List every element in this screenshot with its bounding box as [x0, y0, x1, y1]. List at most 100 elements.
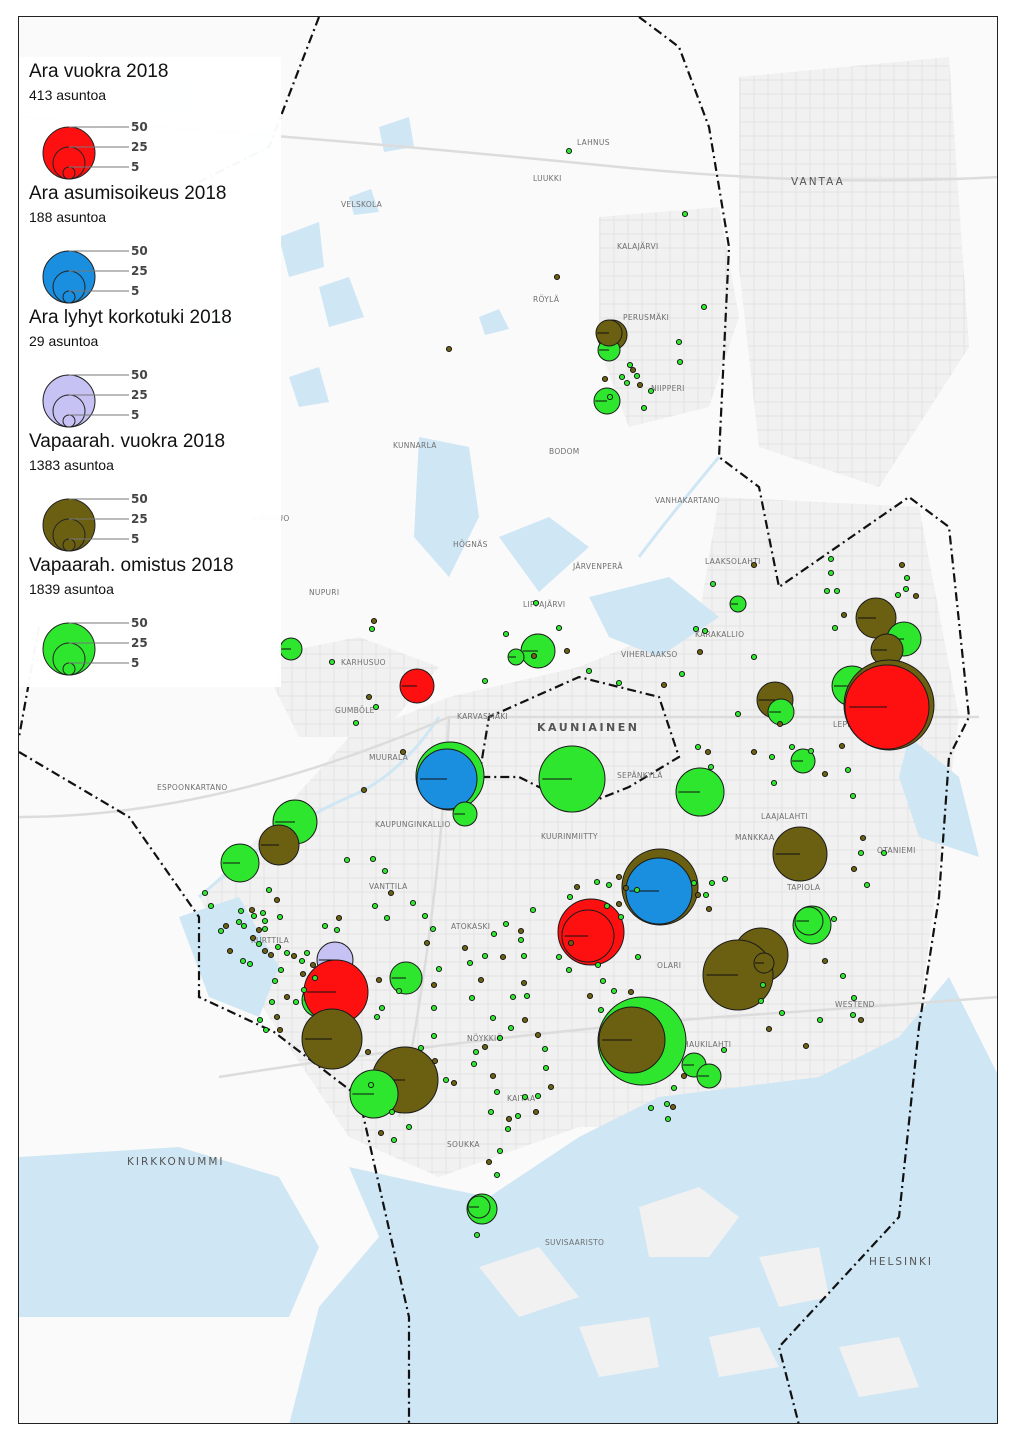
- housing-point[interactable]: [844, 766, 852, 774]
- housing-point[interactable]: [680, 1072, 688, 1080]
- housing-point[interactable]: [255, 940, 263, 948]
- housing-symbol[interactable]: [790, 748, 816, 774]
- housing-symbol[interactable]: [399, 668, 435, 704]
- housing-symbol[interactable]: [844, 664, 930, 750]
- housing-point[interactable]: [290, 952, 298, 960]
- housing-point[interactable]: [859, 834, 867, 842]
- housing-point[interactable]: [489, 1072, 497, 1080]
- housing-point[interactable]: [636, 381, 644, 389]
- housing-point[interactable]: [277, 966, 285, 974]
- housing-point[interactable]: [276, 1026, 284, 1034]
- housing-point[interactable]: [694, 743, 702, 751]
- housing-point[interactable]: [912, 592, 920, 600]
- housing-point[interactable]: [827, 569, 835, 577]
- housing-symbol[interactable]: [258, 824, 300, 866]
- housing-symbol[interactable]: [593, 387, 621, 415]
- housing-point[interactable]: [617, 913, 625, 921]
- housing-point[interactable]: [675, 338, 683, 346]
- housing-symbol[interactable]: [507, 648, 525, 666]
- housing-point[interactable]: [807, 747, 815, 755]
- housing-point[interactable]: [445, 345, 453, 353]
- housing-point[interactable]: [256, 1016, 264, 1024]
- housing-point[interactable]: [239, 957, 247, 965]
- housing-point[interactable]: [509, 993, 517, 1001]
- housing-point[interactable]: [246, 960, 254, 968]
- housing-point[interactable]: [720, 1046, 728, 1054]
- housing-point[interactable]: [378, 1004, 386, 1012]
- housing-symbol[interactable]: [538, 745, 606, 813]
- housing-point[interactable]: [827, 555, 835, 563]
- housing-point[interactable]: [701, 627, 709, 635]
- housing-point[interactable]: [409, 899, 417, 907]
- housing-point[interactable]: [261, 947, 269, 955]
- housing-point[interactable]: [217, 927, 225, 935]
- housing-point[interactable]: [321, 922, 329, 930]
- housing-point[interactable]: [707, 763, 715, 771]
- housing-point[interactable]: [268, 998, 276, 1006]
- housing-point[interactable]: [207, 902, 215, 910]
- housing-point[interactable]: [399, 748, 407, 756]
- housing-point[interactable]: [857, 849, 865, 857]
- housing-point[interactable]: [599, 977, 607, 985]
- housing-point[interactable]: [502, 630, 510, 638]
- housing-symbol[interactable]: [389, 961, 423, 995]
- housing-point[interactable]: [370, 617, 378, 625]
- housing-point[interactable]: [470, 1060, 478, 1068]
- housing-point[interactable]: [566, 893, 574, 901]
- housing-point[interactable]: [371, 902, 379, 910]
- housing-point[interactable]: [520, 979, 528, 987]
- housing-point[interactable]: [507, 1024, 515, 1032]
- housing-point[interactable]: [768, 753, 776, 761]
- housing-point[interactable]: [694, 891, 702, 899]
- housing-point[interactable]: [514, 1112, 522, 1120]
- housing-point[interactable]: [647, 1104, 655, 1112]
- housing-point[interactable]: [343, 856, 351, 864]
- housing-point[interactable]: [721, 875, 729, 883]
- housing-point[interactable]: [421, 912, 429, 920]
- housing-point[interactable]: [430, 1032, 438, 1040]
- housing-point[interactable]: [606, 393, 614, 401]
- housing-point[interactable]: [237, 907, 245, 915]
- housing-point[interactable]: [328, 658, 336, 666]
- housing-point[interactable]: [547, 1083, 555, 1091]
- housing-point[interactable]: [265, 886, 273, 894]
- housing-point[interactable]: [530, 652, 538, 660]
- housing-point[interactable]: [670, 1084, 678, 1092]
- housing-point[interactable]: [532, 1108, 540, 1116]
- housing-point[interactable]: [850, 994, 858, 1002]
- housing-point[interactable]: [417, 1044, 425, 1052]
- housing-point[interactable]: [555, 624, 563, 632]
- housing-point[interactable]: [255, 926, 263, 934]
- housing-point[interactable]: [487, 1108, 495, 1116]
- housing-point[interactable]: [499, 953, 507, 961]
- map-canvas[interactable]: VANTAA KAUNIAINEN KIRKKONUMMI HELSINKI L…: [19, 17, 998, 1424]
- housing-point[interactable]: [431, 1057, 439, 1065]
- housing-point[interactable]: [563, 647, 571, 655]
- housing-point[interactable]: [615, 900, 623, 908]
- housing-point[interactable]: [430, 981, 438, 989]
- housing-point[interactable]: [364, 1048, 372, 1056]
- housing-point[interactable]: [647, 387, 655, 395]
- housing-symbol[interactable]: [598, 1006, 666, 1074]
- housing-point[interactable]: [750, 653, 758, 661]
- housing-point[interactable]: [333, 926, 341, 934]
- housing-point[interactable]: [759, 981, 767, 989]
- housing-symbol[interactable]: [520, 633, 556, 669]
- housing-point[interactable]: [250, 912, 258, 920]
- housing-point[interactable]: [573, 883, 581, 891]
- housing-point[interactable]: [565, 147, 573, 155]
- housing-point[interactable]: [534, 1031, 542, 1039]
- housing-point[interactable]: [705, 905, 713, 913]
- housing-point[interactable]: [880, 849, 888, 857]
- housing-symbol[interactable]: [675, 767, 725, 817]
- housing-point[interactable]: [235, 918, 243, 926]
- housing-point[interactable]: [586, 992, 594, 1000]
- housing-symbol[interactable]: [279, 637, 303, 661]
- housing-symbol[interactable]: [696, 1063, 722, 1089]
- housing-symbol[interactable]: [561, 909, 615, 963]
- housing-point[interactable]: [765, 1025, 773, 1033]
- housing-point[interactable]: [690, 879, 698, 887]
- housing-point[interactable]: [517, 927, 525, 935]
- housing-point[interactable]: [240, 922, 248, 930]
- housing-point[interactable]: [201, 889, 209, 897]
